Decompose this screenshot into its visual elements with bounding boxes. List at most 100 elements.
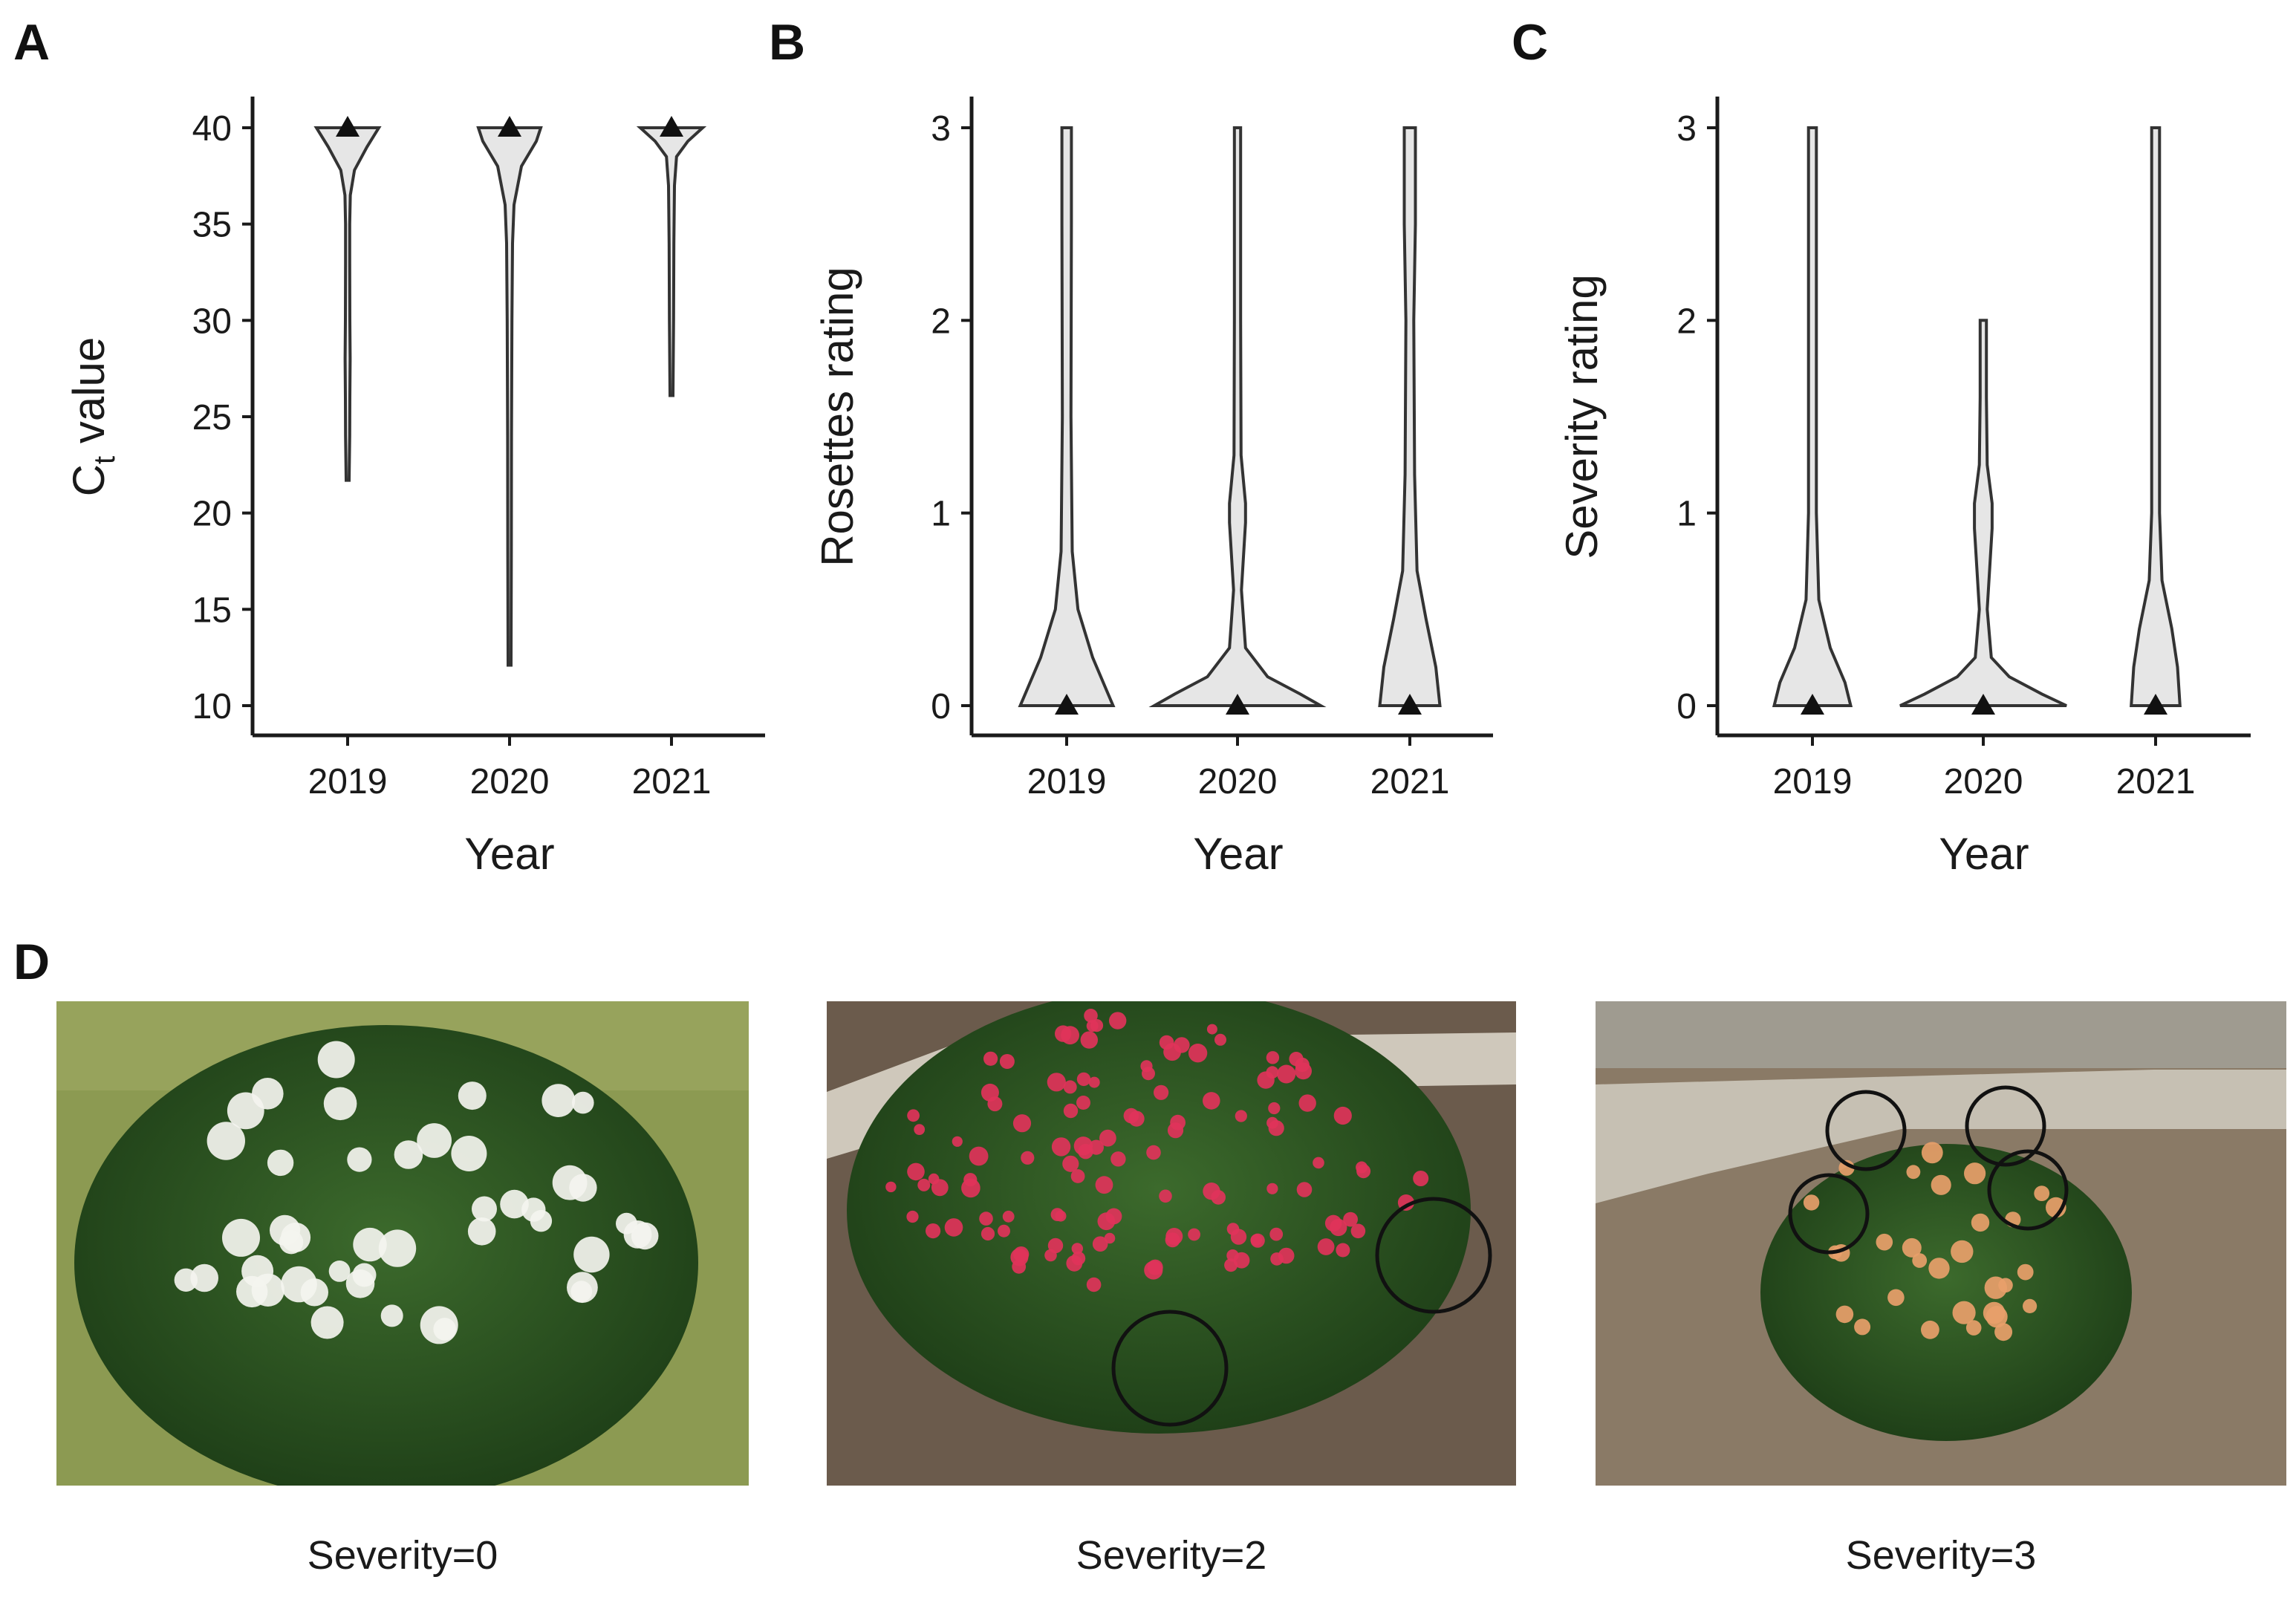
- flower: [1076, 1096, 1090, 1110]
- photo-severity-2: [827, 1001, 1516, 1486]
- flower: [500, 1189, 529, 1219]
- flower: [1330, 1218, 1347, 1237]
- flower: [1986, 1306, 2008, 1328]
- flower: [472, 1196, 497, 1222]
- flower: [1055, 1210, 1067, 1222]
- flower: [573, 1236, 610, 1273]
- violin-2021: [2130, 126, 2182, 707]
- flower: [987, 1096, 1003, 1112]
- violin-2021: [1378, 126, 1442, 707]
- flower: [931, 1179, 949, 1197]
- flower: [1140, 1060, 1153, 1073]
- flower: [1071, 1243, 1084, 1255]
- flower: [1063, 1080, 1077, 1094]
- flower: [1269, 1227, 1284, 1241]
- flower: [1971, 1213, 1990, 1232]
- flower: [317, 1041, 355, 1079]
- photo-severity-3: [1596, 1001, 2286, 1486]
- flower: [394, 1140, 423, 1169]
- flower: [1931, 1174, 1951, 1195]
- flower: [1266, 1066, 1279, 1079]
- flower: [1298, 1094, 1316, 1112]
- flower: [1803, 1194, 1820, 1211]
- flower: [569, 1174, 597, 1202]
- flower: [1188, 1228, 1200, 1241]
- flower: [1928, 1258, 1950, 1279]
- flower: [1835, 1305, 1854, 1324]
- flower: [1154, 1084, 1169, 1100]
- violin-2019: [1018, 126, 1116, 707]
- flower: [1277, 1064, 1296, 1084]
- y-tick-label: 0: [1677, 687, 1697, 726]
- flower: [417, 1123, 452, 1158]
- flower: [1951, 1240, 1974, 1263]
- flower: [1235, 1110, 1247, 1122]
- flower: [980, 1226, 995, 1241]
- y-tick-label: 3: [1677, 109, 1697, 149]
- flower-cluster: [885, 1009, 1429, 1292]
- flower: [1092, 1236, 1108, 1252]
- flower: [1088, 1076, 1100, 1088]
- flower: [616, 1212, 637, 1235]
- y-tick-label: 1: [931, 495, 951, 534]
- x-axis-title: Year: [464, 829, 554, 879]
- flower: [206, 1122, 245, 1160]
- flower: [1159, 1035, 1174, 1050]
- flower: [328, 1261, 351, 1282]
- flower: [983, 1051, 998, 1066]
- flower: [1062, 1155, 1079, 1172]
- panel-letter-a: A: [13, 14, 50, 71]
- flower: [1266, 1183, 1278, 1194]
- flower: [352, 1263, 377, 1287]
- flower: [1965, 1320, 1982, 1336]
- x-tick-label: 2019: [1773, 762, 1853, 801]
- flower: [572, 1091, 594, 1114]
- flower: [252, 1078, 284, 1110]
- flower: [1413, 1171, 1429, 1186]
- flower: [1086, 1277, 1102, 1292]
- flower: [1095, 1176, 1113, 1194]
- y-tick-label: 20: [192, 495, 232, 534]
- y-tick-label: 2: [931, 302, 951, 341]
- violin-chart-rosettes: 0 1 2 3 2019 2020 2021 Year Rosettes rating: [813, 97, 1493, 879]
- flower: [1076, 1072, 1091, 1087]
- flower: [378, 1229, 417, 1267]
- symptom-circle: [1825, 1090, 1907, 1171]
- flower: [1203, 1092, 1220, 1110]
- flower: [914, 1124, 926, 1135]
- concrete-slab: [1596, 1070, 2286, 1203]
- flower: [917, 1178, 931, 1191]
- flower: [1230, 1229, 1247, 1245]
- y-tick-label: 0: [931, 687, 951, 726]
- y-tick-label: 25: [192, 398, 232, 438]
- flower: [279, 1230, 304, 1255]
- median-marker-2020: [498, 116, 521, 137]
- median-marker-2020: [1971, 694, 1995, 715]
- x-tick-label: 2020: [1198, 762, 1278, 801]
- flower: [1876, 1233, 1893, 1251]
- flower: [433, 1318, 456, 1341]
- flower: [1902, 1237, 1922, 1258]
- y-tick-label: 3: [931, 109, 951, 149]
- symptom-circle: [1987, 1149, 2069, 1231]
- flower: [1002, 1210, 1015, 1223]
- panel-letter-b: B: [769, 14, 805, 71]
- flower: [310, 1306, 344, 1339]
- median-marker-2021: [660, 116, 683, 137]
- flower: [458, 1082, 487, 1110]
- median-marker-2021: [2144, 694, 2167, 715]
- flower: [1110, 1151, 1126, 1167]
- symptom-circle: [1965, 1085, 2046, 1167]
- flower-cluster: [1803, 1142, 2066, 1341]
- flower: [1010, 1248, 1029, 1266]
- flower: [1356, 1164, 1371, 1179]
- median-marker-2019: [336, 116, 360, 137]
- flower: [190, 1263, 219, 1292]
- flower: [1144, 1261, 1163, 1280]
- flower: [1044, 1249, 1057, 1262]
- flower: [1159, 1189, 1172, 1203]
- flower: [998, 1224, 1010, 1237]
- x-axis-title: Year: [1939, 829, 2029, 879]
- flower: [1350, 1223, 1366, 1239]
- median-marker-2019: [1055, 694, 1079, 715]
